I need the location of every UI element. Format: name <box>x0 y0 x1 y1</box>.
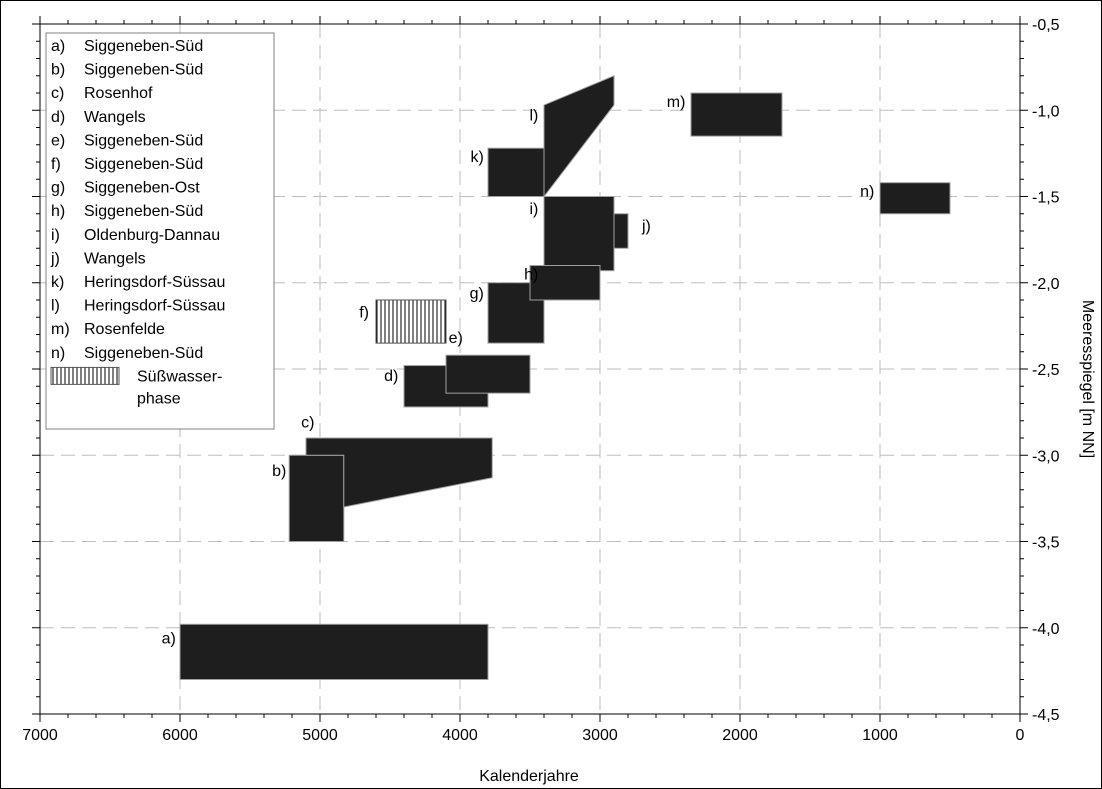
legend-site: Wangels <box>84 250 146 267</box>
y-tick-label: -2,5 <box>1032 362 1060 379</box>
box-label: e) <box>449 330 463 347</box>
legend-key: c) <box>51 85 64 102</box>
legend-site: Siggeneben-Süd <box>84 62 203 79</box>
y-tick-label: -3,5 <box>1032 535 1060 552</box>
legend-site: Siggeneben-Süd <box>84 38 203 55</box>
x-tick-label: 4000 <box>442 727 478 744</box>
x-tick-label: 5000 <box>302 727 338 744</box>
legend-site: Siggeneben-Süd <box>84 132 203 149</box>
x-tick-label: 7000 <box>22 727 58 744</box>
legend-key: e) <box>51 132 65 149</box>
legend-key: f) <box>51 156 61 173</box>
data-box <box>179 623 489 680</box>
legend-site: Heringsdorf-Süssau <box>84 298 225 315</box>
legend-key: m) <box>51 321 70 338</box>
y-tick-label: -0,5 <box>1032 17 1060 34</box>
x-tick-label: 3000 <box>582 727 618 744</box>
legend-site: Wangels <box>84 109 146 126</box>
legend-box <box>45 32 275 430</box>
x-tick-label: 1000 <box>862 727 898 744</box>
data-box <box>543 196 615 272</box>
legend-site: Oldenburg-Dannau <box>84 227 220 244</box>
legend-site: Rosenfelde <box>84 321 165 338</box>
legend-key: g) <box>51 180 65 197</box>
box-label: h) <box>524 266 538 283</box>
box-label: m) <box>667 94 686 111</box>
box-label: j) <box>641 218 651 235</box>
legend-site: Siggeneben-Ost <box>84 180 200 197</box>
y-tick-label: -2,0 <box>1032 276 1060 293</box>
legend: a) Siggeneben-Süd b) Siggeneben-Süd c) Rosenh… <box>45 32 275 430</box>
x-tick-label: 0 <box>1016 727 1025 744</box>
legend-freshwater-label-2: phase <box>137 390 181 407</box>
box-label: l) <box>530 108 539 125</box>
data-box <box>529 265 601 301</box>
data-polygon <box>305 437 493 508</box>
legend-key: a) <box>51 38 65 55</box>
legend-key: b) <box>51 62 65 79</box>
y-tick-label: -3,0 <box>1032 448 1060 465</box>
y-tick-label: -1,5 <box>1032 190 1060 207</box>
legend-freshwater-swatch <box>50 366 120 385</box>
box-label: c) <box>301 415 314 432</box>
legend-key: j) <box>50 250 60 267</box>
box-label: k) <box>470 149 483 166</box>
box-label: d) <box>384 368 398 385</box>
box-label: n) <box>860 184 874 201</box>
box-label: i) <box>530 201 539 218</box>
data-box <box>879 182 951 215</box>
legend-freshwater-label-1: Süßwasser- <box>137 368 222 385</box>
data-polygon <box>543 75 615 198</box>
legend-key: h) <box>51 203 65 220</box>
legend-key: i) <box>51 227 60 244</box>
data-box <box>690 92 783 137</box>
box-label: b) <box>272 463 286 480</box>
legend-site: Siggeneben-Süd <box>84 345 203 362</box>
data-box <box>375 299 447 344</box>
x-axis-label: Kalenderjahre <box>479 768 579 785</box>
legend-key: n) <box>51 345 65 362</box>
x-tick-label: 2000 <box>722 727 758 744</box>
data-box <box>613 213 629 249</box>
y-tick-label: -4,0 <box>1032 621 1060 638</box>
y-tick-label: -1,0 <box>1032 103 1060 120</box>
legend-site: Siggeneben-Süd <box>84 203 203 220</box>
legend-site: Heringsdorf-Süssau <box>84 274 225 291</box>
data-box <box>487 147 545 197</box>
box-label: a) <box>162 630 176 647</box>
legend-key: l) <box>51 298 60 315</box>
legend-site: Siggeneben-Süd <box>84 156 203 173</box>
legend-key: d) <box>51 109 65 126</box>
legend-site: Rosenhof <box>84 85 153 102</box>
box-label: g) <box>470 285 484 302</box>
y-tick-label: -4,5 <box>1032 707 1060 724</box>
x-tick-label: 6000 <box>162 727 198 744</box>
data-box <box>445 354 531 394</box>
plot-marks: a) b) d) e) f) g) i) j) h) k) m) n) c) l) <box>162 75 951 680</box>
y-axis-label: Meeresspiegel [m NN] <box>1079 300 1096 458</box>
legend-key: k) <box>51 274 64 291</box>
data-box <box>288 454 345 542</box>
box-label: f) <box>359 304 369 321</box>
